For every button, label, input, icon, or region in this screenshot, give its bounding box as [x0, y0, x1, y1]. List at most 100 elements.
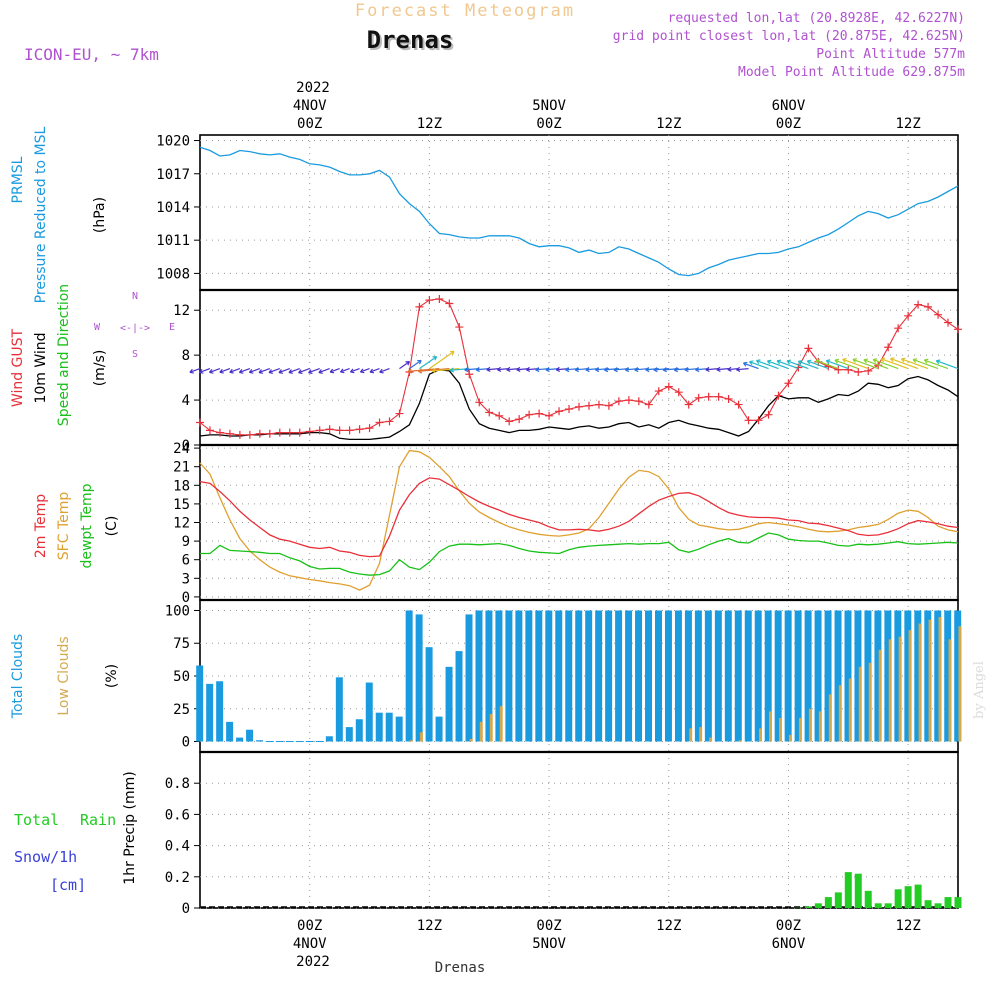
pressure-ytick-label: 1008: [156, 266, 190, 282]
total-cloud-bar: [335, 677, 343, 742]
gust-marker: [315, 426, 324, 435]
wind-dir-label: Speed and Direction: [56, 284, 72, 426]
wind-arrow-head: [684, 367, 689, 373]
wind-arrow-head: [407, 368, 412, 374]
total-cloud-bar: [814, 610, 822, 742]
gust-marker: [884, 343, 893, 352]
bottom-day-label: 4NOV: [293, 936, 327, 952]
total-cloud-bar: [236, 737, 244, 742]
wind-arrow-head: [288, 369, 293, 374]
precip-ytick-label: 0.8: [165, 776, 190, 792]
low-cloud-bar: [808, 708, 812, 742]
low-cloud-bar: [828, 694, 832, 742]
total-cloud-bar: [475, 610, 483, 742]
gust-marker: [894, 324, 903, 333]
low-cloud-bar: [908, 630, 912, 742]
total-cloud-bar: [874, 610, 882, 742]
gust-marker: [425, 296, 434, 305]
wind-arrow-head: [673, 367, 678, 373]
gust-marker: [465, 370, 474, 379]
total-cloud-bar: [196, 665, 204, 742]
total-cloud-bar: [944, 610, 952, 742]
precip-ytick-label: 0.6: [165, 807, 190, 823]
rain-bar: [924, 900, 932, 908]
temp-sfc-label: SFC Temp: [56, 492, 72, 561]
gust-marker: [754, 416, 763, 425]
total-cloud-bar: [445, 666, 453, 742]
total-cloud-bar: [774, 610, 782, 742]
compass-s: S: [132, 349, 138, 360]
requested-lonlat: requested lon,lat (20.8928E, 42.6227N): [668, 11, 965, 26]
total-cloud-bar: [684, 610, 692, 742]
temp-ytick-label: 9: [182, 534, 190, 550]
gust-marker: [525, 410, 534, 419]
total-cloud-bar: [804, 610, 812, 742]
wind-direction-arrow: [890, 358, 919, 370]
low-cloud-bar: [928, 619, 932, 742]
total-cloud-bar: [415, 614, 423, 742]
wind-arrow-head: [634, 367, 639, 373]
wind-arrow-head: [258, 369, 264, 374]
low-cloud-bar: [958, 626, 962, 742]
precip-ytick-label: 0: [182, 901, 190, 917]
total-cloud-bar: [425, 647, 433, 742]
low-cloud-bar: [768, 711, 772, 742]
wind-arrow-head: [209, 368, 214, 374]
wind-direction-arrow: [653, 368, 669, 371]
wind-arrow-head: [736, 366, 741, 372]
bottom-hour-label: 00Z: [776, 918, 801, 934]
total-cloud-bar: [784, 610, 792, 742]
gust-marker: [535, 409, 544, 418]
total-cloud-bar: [694, 610, 702, 742]
wind-arrow-head: [199, 368, 204, 374]
wind-arrow-head: [574, 367, 579, 373]
wind-arrow-head: [852, 358, 857, 363]
total-cloud-bar: [635, 610, 643, 742]
total-cloud-bar: [744, 610, 752, 742]
clouds-unit: (%): [104, 664, 120, 688]
pressure-label-long: Pressure Reduced to MSL: [33, 126, 49, 303]
model-altitude: Model Point Altitude 629.875m: [738, 65, 965, 80]
top-day-label: 4NOV: [293, 98, 327, 114]
wind-arrow-head: [797, 359, 803, 365]
top-time-axis: 00Z 4NOV 12Z 00Z 5NOV 12Z 00Z 6NOV 12Z: [293, 98, 921, 132]
low-cloud-bar: [409, 740, 413, 742]
total-cloud-bar: [505, 610, 513, 742]
rain-bar: [894, 889, 902, 908]
gust-marker: [804, 344, 813, 353]
bottom-year-label: 2022: [296, 954, 330, 970]
wind-arrow-head: [880, 357, 886, 363]
wind-arrow-head: [431, 368, 437, 374]
total-cloud-bar: [605, 610, 613, 742]
wind-arrow-head: [535, 366, 540, 373]
gust-marker: [505, 417, 514, 426]
total-cloud-bar: [256, 740, 264, 742]
total-cloud-bar: [664, 610, 672, 742]
wind-direction-arrow: [815, 359, 839, 370]
low-cloud-bar: [948, 639, 952, 742]
wind-arrow-head: [248, 368, 254, 374]
top-day-label: 6NOV: [772, 98, 806, 114]
clouds-ytick-label: 0: [182, 735, 190, 751]
low-cloud-bar: [759, 728, 763, 742]
low-cloud-bar: [499, 706, 503, 742]
compass-e: E: [169, 322, 175, 333]
compass-w: W: [94, 322, 101, 333]
gust-marker: [704, 392, 713, 401]
wind-direction-arrow: [936, 360, 959, 370]
total-cloud-bar: [854, 610, 862, 742]
low-cloud-bar: [739, 740, 743, 742]
wind-direction-arrow: [360, 368, 370, 373]
pressure-label-prmsl: PRMSL: [10, 156, 26, 203]
gust-marker: [355, 425, 364, 434]
total-cloud-bar: [515, 610, 523, 742]
low-cloud-bar: [848, 678, 852, 742]
total-cloud-bar: [794, 610, 802, 742]
compass-rose: N S W E <-|->: [94, 291, 175, 360]
low-cloud-bar: [489, 714, 493, 742]
bottom-hour-label: 00Z: [297, 918, 322, 934]
wind-arrow-head: [449, 367, 455, 373]
low-cloud-bar: [788, 734, 792, 742]
total-cloud-bar: [365, 682, 373, 742]
watermark: by Angel: [972, 661, 987, 719]
